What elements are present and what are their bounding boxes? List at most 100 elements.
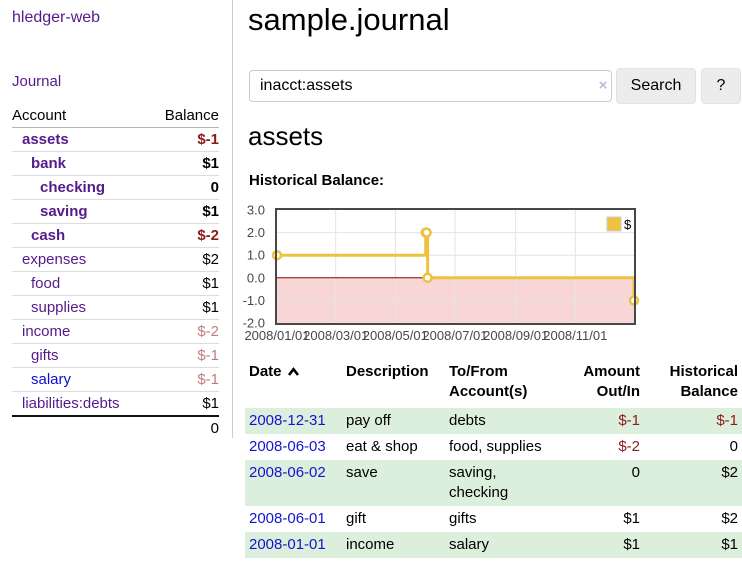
accounts-header-balance: Balance bbox=[164, 107, 219, 124]
transaction-balance: 0 bbox=[729, 438, 738, 455]
account-link[interactable]: assets bbox=[22, 131, 69, 148]
account-balance: 0 bbox=[210, 179, 219, 196]
svg-text:-2.0: -2.0 bbox=[243, 316, 265, 331]
account-row: income $-2 bbox=[12, 320, 219, 344]
account-row: salary $-1 bbox=[12, 368, 219, 392]
register-row: 2008-01-01 income salary $1 $1 bbox=[245, 532, 742, 558]
account-link[interactable]: supplies bbox=[31, 299, 87, 316]
account-balance: $1 bbox=[202, 155, 219, 172]
accounts-list: assets $-1 bank $1 checking 0 saving $1 cash $-2 e… bbox=[12, 128, 219, 416]
transaction-date-link[interactable]: 2008-06-01 bbox=[249, 510, 326, 527]
account-link[interactable]: food bbox=[31, 275, 61, 292]
svg-text:2008/09/01: 2008/09/01 bbox=[483, 328, 548, 343]
transaction-date-link[interactable]: 2008-12-31 bbox=[249, 412, 326, 429]
sort-ascending-icon bbox=[287, 367, 299, 376]
transaction-balance: $2 bbox=[721, 510, 738, 527]
svg-text:-1.0: -1.0 bbox=[243, 293, 265, 308]
register-header-row: Date Description To/From Account(s) Amou… bbox=[245, 360, 742, 408]
account-row: expenses $2 bbox=[12, 248, 219, 272]
transaction-balance: $2 bbox=[721, 464, 738, 481]
account-link[interactable]: checking bbox=[40, 179, 106, 196]
account-row: food $1 bbox=[12, 272, 219, 296]
column-header-amount: Amount Out/In bbox=[583, 363, 640, 400]
account-row: supplies $1 bbox=[12, 296, 219, 320]
transaction-accounts: salary bbox=[449, 536, 490, 553]
search-button[interactable]: Search bbox=[616, 68, 696, 104]
transaction-description: pay off bbox=[346, 412, 391, 429]
account-link[interactable]: gifts bbox=[31, 347, 59, 364]
account-balance: $-1 bbox=[197, 347, 219, 364]
accounts-table: Account Balance assets $-1 bank $1 checking 0… bbox=[12, 104, 219, 439]
column-header-balance: Historical Balance bbox=[669, 363, 738, 400]
register-table: Date Description To/From Account(s) Amou… bbox=[245, 360, 742, 558]
svg-text:2008/07/01: 2008/07/01 bbox=[422, 328, 487, 343]
account-link[interactable]: saving bbox=[40, 203, 88, 220]
svg-text:0.0: 0.0 bbox=[247, 270, 265, 285]
sidebar: hledger-web Journal Account Balance asse… bbox=[0, 0, 233, 438]
transaction-balance: $1 bbox=[721, 536, 738, 553]
svg-text:2008/03/01: 2008/03/01 bbox=[303, 328, 368, 343]
register-body: 2008-12-31 pay off debts $-1 $-1 2008-06-03 ea… bbox=[245, 408, 742, 558]
account-link[interactable]: expenses bbox=[22, 251, 87, 268]
account-row: gifts $-1 bbox=[12, 344, 219, 368]
clear-search-icon[interactable]: × bbox=[598, 77, 608, 94]
account-row: assets $-1 bbox=[12, 128, 219, 152]
svg-text:2008/01/01: 2008/01/01 bbox=[244, 328, 309, 343]
account-balance: $1 bbox=[202, 275, 219, 292]
register-row: 2008-06-02 save saving, checking 0 $2 bbox=[245, 460, 742, 506]
account-link[interactable]: income bbox=[22, 323, 71, 340]
search-input[interactable] bbox=[249, 70, 612, 102]
accounts-total-row: 0 bbox=[12, 415, 219, 439]
account-balance: $-2 bbox=[197, 323, 219, 340]
chart-title: Historical Balance: bbox=[249, 172, 385, 189]
account-heading: assets bbox=[248, 121, 324, 151]
transaction-amount: $-2 bbox=[618, 438, 640, 455]
account-link[interactable]: cash bbox=[31, 227, 66, 244]
account-row: bank $1 bbox=[12, 152, 219, 176]
sidebar-item-journal[interactable]: Journal bbox=[12, 73, 62, 90]
page-title: sample.journal bbox=[248, 2, 450, 37]
account-balance: $2 bbox=[202, 251, 219, 268]
balance-chart: $3.0 2.0 1.0 0.0 -1.0 -2.0 2008/01/01 2008/03/0… bbox=[236, 203, 646, 348]
account-row: saving $1 bbox=[12, 200, 219, 224]
transaction-date-link[interactable]: 2008-06-03 bbox=[249, 438, 326, 455]
transaction-description: gift bbox=[346, 510, 367, 527]
register-row: 2008-06-01 gift gifts $1 $2 bbox=[245, 506, 742, 532]
svg-text:2008/11/01: 2008/11/01 bbox=[543, 328, 607, 343]
account-link[interactable]: bank bbox=[31, 155, 67, 172]
search-form: × Search ? bbox=[249, 68, 742, 104]
svg-text:1.0: 1.0 bbox=[247, 248, 265, 263]
transaction-description: income bbox=[346, 536, 395, 553]
account-row: cash $-2 bbox=[12, 224, 219, 248]
svg-text:2008/05/01: 2008/05/01 bbox=[363, 328, 428, 343]
transaction-description: save bbox=[346, 464, 378, 481]
transaction-balance: $-1 bbox=[716, 412, 738, 429]
svg-text:2.0: 2.0 bbox=[247, 225, 265, 240]
column-header-date[interactable]: Date bbox=[245, 360, 342, 408]
transaction-description: eat & shop bbox=[346, 438, 418, 455]
transaction-accounts: debts bbox=[449, 412, 486, 429]
account-balance: $1 bbox=[202, 203, 219, 220]
account-link[interactable]: salary bbox=[31, 371, 72, 388]
app-title-link[interactable]: hledger-web bbox=[12, 9, 101, 26]
column-header-accounts: To/From Account(s) bbox=[449, 363, 528, 400]
account-balance: $-1 bbox=[197, 371, 219, 388]
register-row: 2008-12-31 pay off debts $-1 $-1 bbox=[245, 408, 742, 434]
transaction-accounts: food, supplies bbox=[449, 438, 542, 455]
transaction-amount: $1 bbox=[623, 536, 640, 553]
register-row: 2008-06-03 eat & shop food, supplies $-2 0 bbox=[245, 434, 742, 460]
transaction-accounts: saving, checking bbox=[449, 464, 509, 501]
transaction-date-link[interactable]: 2008-01-01 bbox=[249, 536, 326, 553]
column-header-description: Description bbox=[346, 363, 429, 380]
account-row: liabilities:debts $1 bbox=[12, 392, 219, 416]
account-link[interactable]: liabilities:debts bbox=[22, 395, 120, 412]
transaction-amount: $-1 bbox=[618, 412, 640, 429]
main-content: sample.journal × Search ? assets Histori… bbox=[243, 0, 742, 582]
svg-text:$: $ bbox=[624, 217, 632, 232]
svg-text:3.0: 3.0 bbox=[247, 203, 265, 218]
account-balance: $-1 bbox=[197, 131, 219, 148]
transaction-date-link[interactable]: 2008-06-02 bbox=[249, 464, 326, 481]
account-balance: $-2 bbox=[197, 227, 219, 244]
help-button[interactable]: ? bbox=[701, 68, 741, 104]
account-balance: $1 bbox=[202, 299, 219, 316]
